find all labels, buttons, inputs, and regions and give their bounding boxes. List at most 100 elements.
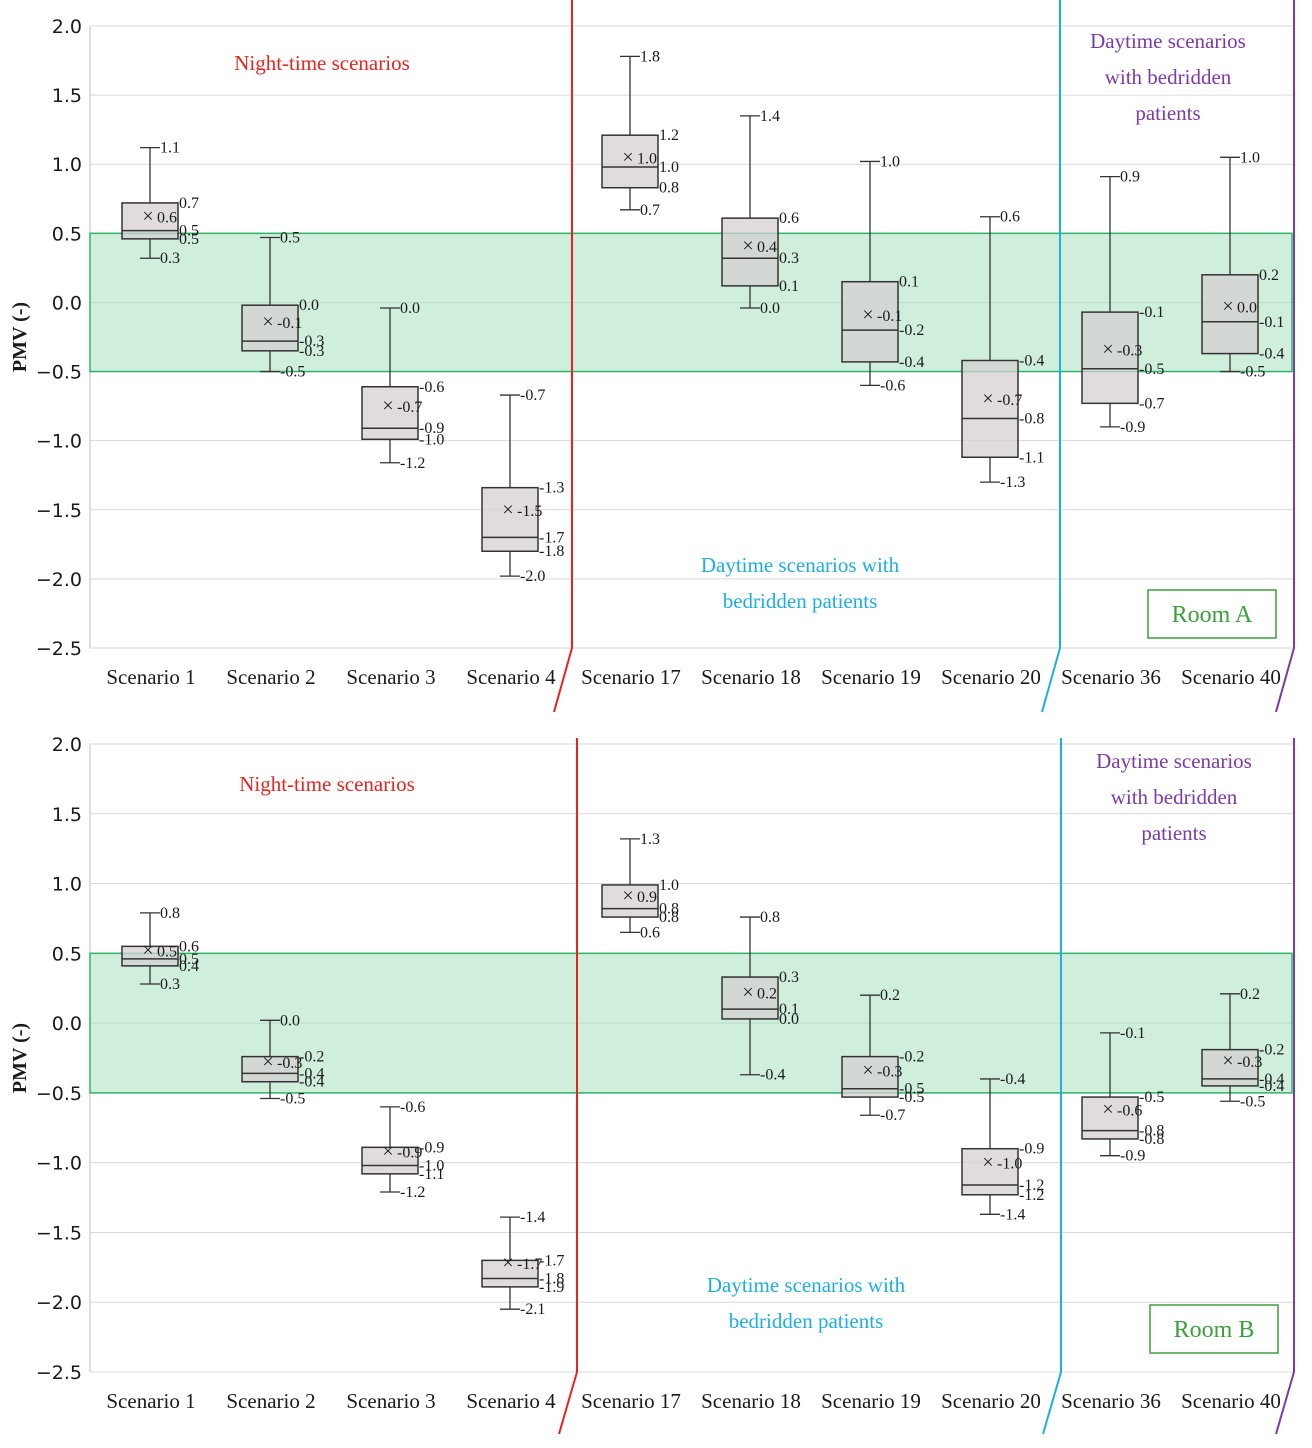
q1-label: -0.4 [299, 1074, 324, 1091]
divider-right-edge [1275, 738, 1295, 1435]
q3-label: -0.9 [1019, 1141, 1044, 1158]
y-tick-label: 1.5 [52, 85, 82, 107]
min-label: -0.4 [760, 1067, 785, 1084]
median-label: -0.1 [1259, 314, 1284, 331]
box-5: ×1.81.21.00.80.71.0 [601, 48, 679, 219]
box-rect [361, 386, 419, 441]
mean-label: 0.6 [157, 210, 177, 227]
mean-marker: × [382, 1141, 393, 1163]
x-tick-label: Scenario 20 [941, 1389, 1041, 1413]
annotation-day: Daytime scenarios with [701, 553, 900, 577]
y-tick-label: 0.5 [52, 943, 82, 965]
box-2: × 0.5 0.0 -0.3-0.3 -0.5 -0.1 [241, 229, 324, 381]
min-label: -1.3 [1000, 474, 1025, 491]
max-label: 1.0 [1240, 149, 1260, 166]
x-tick-label: Scenario 3 [346, 665, 435, 689]
median-label: -0.5 [1139, 361, 1164, 378]
x-tick-label: Scenario 4 [466, 665, 556, 689]
box-rect [241, 304, 299, 352]
mean-marker: × [502, 1252, 513, 1274]
median-label: -0.4 [1259, 1071, 1284, 1088]
mean-label: -0.3 [1117, 342, 1142, 359]
x-tick-label: Scenario 3 [346, 1389, 435, 1413]
min-label: 0.7 [640, 202, 660, 219]
mean-marker: × [982, 388, 993, 410]
mean-label: -0.9 [397, 1145, 422, 1162]
q1-label: -1.2 [1019, 1187, 1044, 1204]
chart-panel-room-b: 2.0 1.5 1.0 0.5 0.0 −0.5 −1.0 −1.5 −2.0 −2.5 PMV (… [9, 734, 1295, 1435]
median-label: 1.0 [659, 159, 679, 176]
mean-label: 1.0 [637, 150, 657, 167]
box-1: × 1.1 0.7 0.50.5 0.3 0.6 [121, 140, 199, 267]
x-tick-label: Scenario 36 [1061, 1389, 1161, 1413]
median-label: 0.8 [659, 901, 679, 918]
box-9: ×-0.1-0.5-0.8-0.8-0.9-0.6 [1081, 1025, 1164, 1165]
x-tick-label: Scenario 19 [821, 1389, 921, 1413]
x-tick-label: Scenario 40 [1181, 665, 1281, 689]
q1-label: -0.5 [899, 1089, 924, 1106]
q3-label: 0.2 [1259, 267, 1279, 284]
y-axis-label: PMV (-) [9, 1023, 31, 1093]
q1-label: 0.8 [659, 909, 679, 926]
box-rect [601, 134, 659, 189]
box-6: × 0.8 0.3 0.10.0 -0.4 0.2 [721, 909, 799, 1084]
y-tick-label: −2.0 [36, 569, 82, 591]
annotation-daytime-bedridden: Daytime scenarios [1090, 29, 1246, 53]
box-rect [1201, 1048, 1259, 1087]
mean-marker: × [262, 1051, 273, 1073]
mean-label: -0.6 [1117, 1103, 1142, 1120]
y-tick-label: 1.5 [52, 804, 82, 826]
mean-label: 0.9 [637, 889, 657, 906]
annotation-daytime-bedridden: patients [1141, 821, 1206, 845]
mean-label: 0.5 [157, 944, 177, 961]
mean-label: -0.1 [277, 315, 302, 332]
box-rect [241, 1055, 299, 1083]
y-tick-label: −1.5 [36, 1222, 82, 1244]
min-label: -0.5 [280, 364, 305, 381]
x-tick-label: Scenario 18 [701, 1389, 801, 1413]
box-rect [961, 359, 1019, 459]
max-label: 0.8 [760, 909, 780, 926]
x-tick-label: Scenario 17 [581, 1389, 681, 1413]
mean-label: -0.7 [397, 399, 422, 416]
mean-marker: × [1102, 338, 1113, 360]
q1-label: -0.7 [1139, 395, 1164, 412]
median-label: -0.3 [299, 333, 324, 350]
q1-label: -1.1 [419, 1166, 444, 1183]
divider-day-groups [1041, 0, 1061, 713]
box-rect [721, 217, 779, 287]
max-label: 0.5 [280, 229, 300, 246]
mean-marker: × [262, 311, 273, 333]
median-label: -1.8 [539, 1270, 564, 1287]
box-rect [361, 1146, 419, 1175]
max-label: -0.7 [520, 387, 545, 404]
box-4: × -1.4 -1.7-1.8-1.9 -2.1 -1.7 [481, 1209, 564, 1318]
x-tick-label: Scenario 1 [106, 1389, 195, 1413]
x-tick-label: Scenario 1 [106, 665, 195, 689]
mean-label: -0.3 [277, 1055, 302, 1072]
mean-marker: × [862, 304, 873, 326]
median-label: -1.2 [1019, 1177, 1044, 1194]
q3-label: -0.9 [419, 1139, 444, 1156]
max-label: 0.8 [160, 905, 180, 922]
box-rect [1201, 274, 1259, 355]
median-label: -1.0 [419, 1157, 444, 1174]
y-axis-label: PMV (-) [9, 302, 31, 372]
median-label: -0.4 [299, 1065, 324, 1082]
box-rect [121, 202, 179, 240]
q3-label: -1.7 [539, 1252, 564, 1269]
mean-label: 0.2 [757, 985, 777, 1002]
y-tick-label: −2.5 [36, 638, 82, 660]
max-label: 0.2 [1240, 986, 1260, 1003]
q1-label: -0.4 [1259, 1078, 1284, 1095]
q1-label: 0.0 [779, 1011, 799, 1028]
q3-label: -0.5 [1139, 1089, 1164, 1106]
y-tick-label: 1.0 [52, 874, 82, 896]
mean-marker: × [382, 395, 393, 417]
q3-label: 0.7 [179, 195, 199, 212]
mean-label: -0.3 [877, 1064, 902, 1081]
max-label: 1.0 [880, 153, 900, 170]
x-tick-label: Scenario 2 [226, 665, 315, 689]
y-tick-label: 0.0 [52, 292, 82, 314]
